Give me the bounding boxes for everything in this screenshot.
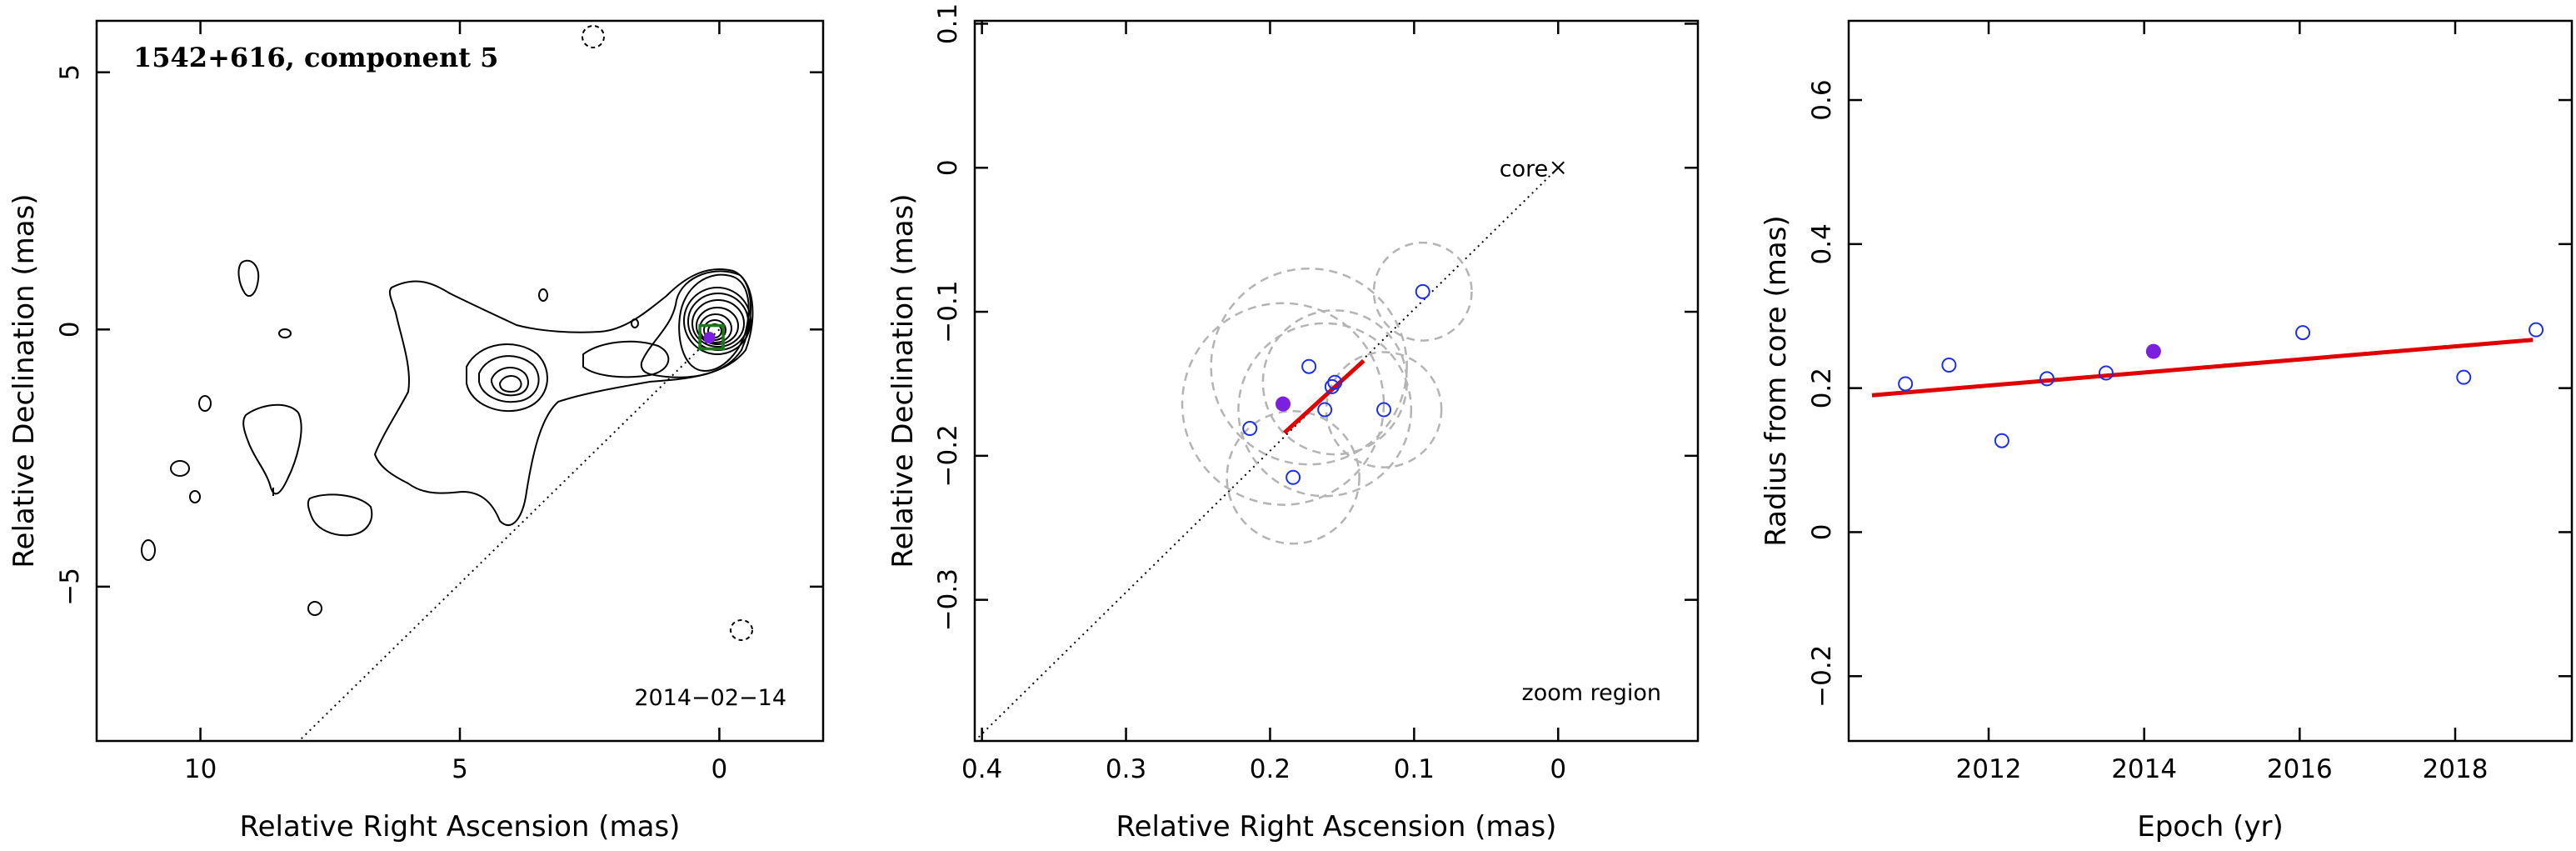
data-point <box>1324 378 1340 394</box>
error-circle <box>1237 322 1413 498</box>
data-point <box>1317 402 1333 418</box>
x-ticks: 2012 2014 2016 2018 <box>1956 21 2489 784</box>
y-tick-label: 0.1 <box>933 3 963 44</box>
y-tick-label: 0.2 <box>1807 368 1837 408</box>
core-label: core <box>1500 156 1548 182</box>
error-circle <box>1372 241 1473 342</box>
x-ticks: 10 5 0 <box>184 21 727 784</box>
component-point <box>703 332 716 344</box>
panel-title: 1542+616, component 5 <box>133 42 498 73</box>
y-tick-label: 0 <box>55 321 85 338</box>
data-point <box>2039 371 2054 387</box>
core-marker <box>1551 161 1565 174</box>
data-point <box>1898 376 1914 392</box>
data-point <box>2456 369 2472 385</box>
x-tick-label: 2018 <box>2423 754 2489 784</box>
error-circle <box>1210 267 1408 466</box>
x-tick-label: 0.3 <box>1106 754 1146 784</box>
data-point <box>1376 402 1392 418</box>
reference-line <box>975 167 1559 741</box>
reference-line <box>298 328 721 741</box>
contour-group <box>141 25 754 741</box>
y-tick-label: −5 <box>55 568 85 606</box>
plot-frame <box>95 19 825 743</box>
component-marker <box>698 323 725 351</box>
data-point <box>2529 322 2544 338</box>
y-axis-label: Relative Declination (mas) <box>886 193 920 568</box>
contour-lines <box>141 259 754 616</box>
y-axis-label: Relative Declination (mas) <box>7 193 41 568</box>
panel-radius-epoch: 2012 2014 2016 2018 −0.2 0 0.2 0.4 0.6 Epoch (y… <box>1760 19 2574 843</box>
epoch-annotation: 2014−02−14 <box>634 685 786 711</box>
y-tick-label: 5 <box>55 64 85 81</box>
core-x-stroke <box>1551 161 1565 174</box>
error-circle <box>1226 410 1360 545</box>
x-axis-label: Relative Right Ascension (mas) <box>240 810 681 843</box>
data-point <box>1415 283 1430 299</box>
data-point <box>2098 365 2114 381</box>
y-tick-label: 0 <box>1807 524 1837 541</box>
data-point <box>1301 358 1317 374</box>
x-tick-label: 0.4 <box>961 754 1002 784</box>
error-circle <box>1325 351 1443 468</box>
y-tick-label: 0.4 <box>1807 223 1837 264</box>
data-points <box>1898 322 2544 448</box>
x-tick-label: 2016 <box>2267 754 2333 784</box>
highlight-point <box>1276 396 1291 412</box>
y-ticks: 0.1 0 −0.1 −0.2 −0.3 <box>933 3 1698 631</box>
x-axis-label: Epoch (yr) <box>2137 810 2284 843</box>
y-tick-label: −0.3 <box>933 568 963 631</box>
y-ticks: −0.2 0 0.2 0.4 0.6 <box>1807 79 2572 708</box>
x-axis-label: Relative Right Ascension (mas) <box>1116 810 1557 843</box>
x-tick-label: 2014 <box>2111 754 2177 784</box>
panel-contour-map: 10 5 0 5 0 −5 1542+616, component 5 2014−02−… <box>7 19 825 843</box>
x-tick-label: 10 <box>184 754 217 784</box>
y-tick-label: 0 <box>933 159 963 176</box>
data-point <box>1286 469 1301 485</box>
x-tick-label: 2012 <box>1956 754 2022 784</box>
y-tick-label: −0.2 <box>933 424 963 487</box>
y-tick-label: 0.6 <box>1807 79 1837 120</box>
negative-contours <box>582 25 753 641</box>
fit-line <box>1283 358 1365 435</box>
error-circles <box>1181 241 1473 545</box>
y-axis-label: Radius from core (mas) <box>1760 215 1793 546</box>
x-tick-label: 0 <box>1550 754 1566 784</box>
panel-zoom-region: core zoom region 0.4 0.3 0.2 0.1 0 0.1 0 −0.1 −… <box>886 3 1700 843</box>
y-tick-label: −0.1 <box>933 280 963 343</box>
highlight-point <box>2145 343 2161 359</box>
data-points <box>1242 283 1430 485</box>
x-tick-label: 0.1 <box>1394 754 1435 784</box>
y-tick-label: −0.2 <box>1807 645 1837 708</box>
x-tick-label: 0.2 <box>1250 754 1290 784</box>
fit-line <box>1871 338 2534 398</box>
plot-frame <box>1847 19 2574 743</box>
data-point <box>2295 325 2311 341</box>
plot-frame <box>973 19 1700 743</box>
zoom-annotation: zoom region <box>1522 680 1661 706</box>
x-tick-label: 5 <box>452 754 468 784</box>
data-point <box>1994 433 2009 448</box>
error-circle <box>1181 302 1385 506</box>
data-point <box>1242 421 1258 437</box>
x-tick-label: 0 <box>711 754 728 784</box>
x-ticks: 0.4 0.3 0.2 0.1 0 <box>961 21 1566 784</box>
y-ticks: 5 0 −5 <box>55 64 823 606</box>
data-point <box>1941 357 1957 373</box>
data-point <box>1327 374 1343 390</box>
